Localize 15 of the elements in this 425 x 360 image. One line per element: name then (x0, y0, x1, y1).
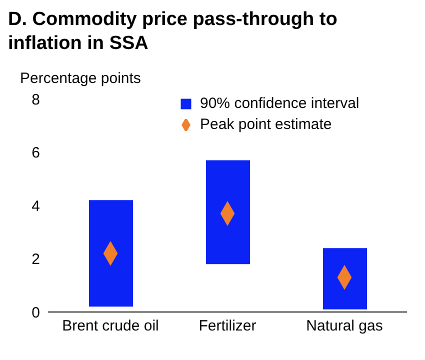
y-tick-label: 4 (32, 198, 40, 215)
bar (206, 160, 250, 264)
y-tick-label: 2 (32, 251, 40, 268)
x-tick-label: Fertilizer (198, 318, 256, 335)
x-tick-label: Natural gas (306, 318, 383, 335)
bar (89, 200, 133, 307)
legend-label: 90% confidence interval (200, 95, 360, 112)
bar (323, 248, 367, 310)
chart-title: D. Commodity price pass-through to inflation in SSA (8, 8, 338, 56)
y-axis-title: Percentage points (20, 70, 142, 87)
x-tick-label: Brent crude oil (62, 318, 159, 335)
legend-label: Peak point estimate (200, 116, 332, 133)
y-tick-label: 8 (32, 91, 40, 108)
y-tick-label: 6 (32, 144, 40, 162)
y-tick-label: 0 (32, 304, 40, 322)
